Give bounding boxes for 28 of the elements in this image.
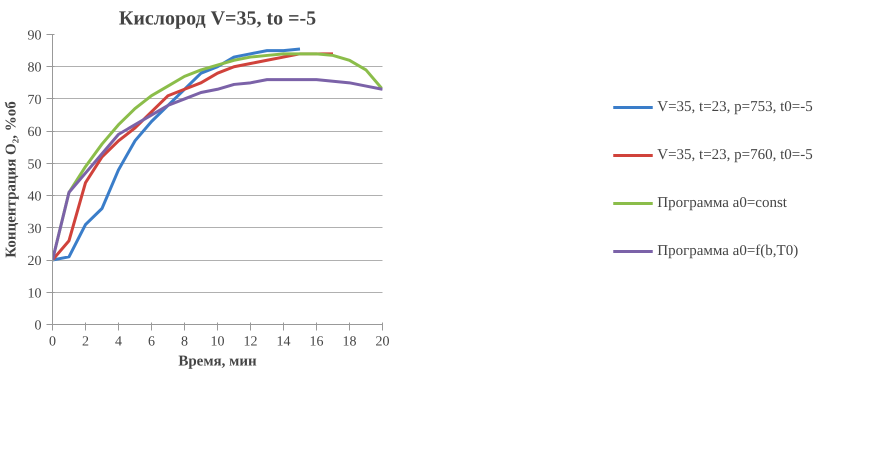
chart-title: Кислород V=35, to =-5 [118, 8, 316, 30]
x-axis-title: Время, мин [178, 354, 258, 370]
x-tick-label: 8 [181, 334, 188, 350]
y-tick-label: 50 [28, 157, 42, 172]
x-tick-label: 12 [244, 334, 258, 350]
x-tick-label: 0 [49, 334, 56, 350]
y-tick-label: 70 [28, 92, 42, 108]
y-tick-label: 30 [28, 222, 42, 237]
y-axis-title: Концентрация O₂, %об [4, 101, 20, 258]
x-tick-label: 20 [376, 334, 390, 350]
x-tick-label: 14 [276, 334, 290, 350]
x-tick-label: 10 [210, 334, 224, 350]
y-tick-label: 10 [28, 286, 42, 302]
y-tick-label: 0 [34, 318, 42, 334]
x-tick-label: 6 [148, 334, 155, 350]
y-tick-label: 60 [28, 125, 42, 140]
legend-label: Программа a0=const [657, 194, 787, 212]
y-tick-label: 80 [28, 60, 42, 76]
x-tick-label: 2 [82, 334, 89, 350]
x-tick-label: 16 [310, 334, 324, 350]
y-tick-label: 90 [28, 28, 42, 44]
x-tick-label: 18 [342, 334, 356, 350]
x-tick-label: 4 [115, 334, 122, 350]
y-tick-label: 40 [28, 190, 42, 205]
y-tick-label: 20 [28, 254, 42, 270]
legend-label: V=35, t=23, p=753, t0=-5 [657, 98, 813, 116]
legend-label: V=35, t=23, p=760, t0=-5 [657, 146, 813, 164]
legend-label: Программа a0=f(b,T0) [657, 242, 798, 260]
